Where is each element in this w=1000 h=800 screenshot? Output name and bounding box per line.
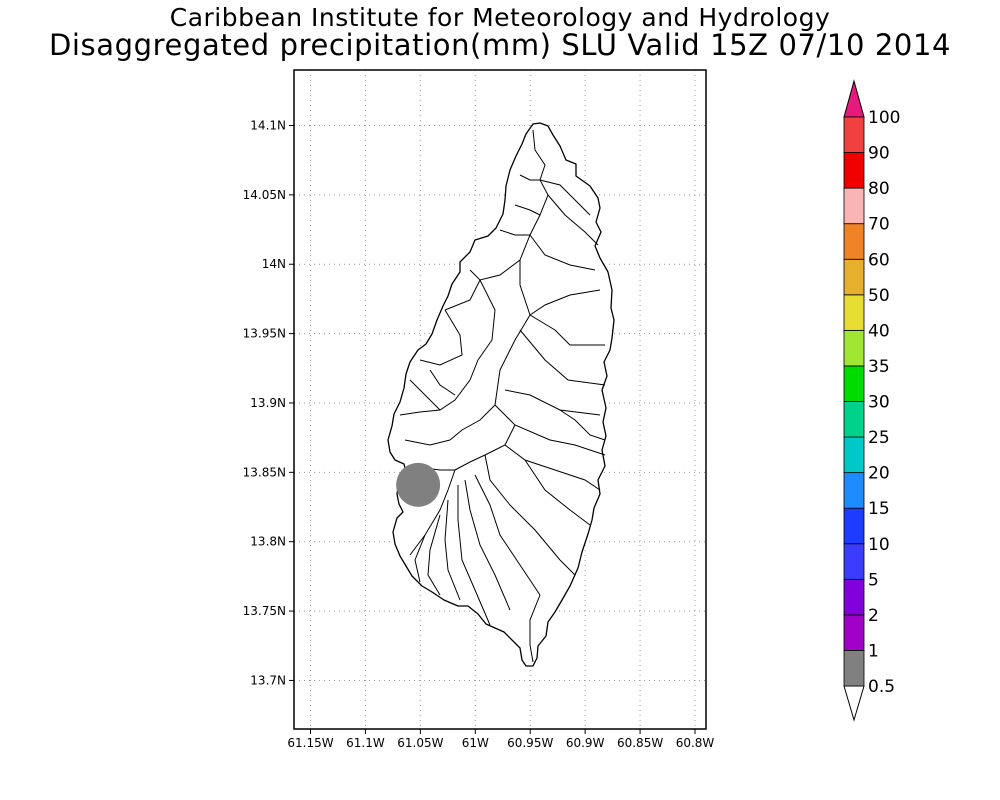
- map-title: Disaggregated precipitation(mm) SLU Vali…: [48, 28, 952, 62]
- x-tick-label: 61.15W: [287, 736, 333, 750]
- colorbar-label: 1: [868, 641, 879, 661]
- watershed-boundaries: [399, 129, 606, 663]
- x-tick-label: 61.1W: [346, 736, 385, 750]
- colorbar-swatch: [843, 436, 865, 474]
- plot-frame: [293, 69, 707, 730]
- y-tick-label: 13.9N: [250, 396, 286, 410]
- axis-ticks: 61.15W 61.1W 61.05W 61W 60.95W 60.9W 60.85W 60.…: [243, 118, 715, 750]
- colorbar-label: 60: [868, 250, 890, 270]
- x-tick-label: 60.8W: [676, 736, 715, 750]
- y-tick-label: 14.1N: [250, 118, 286, 132]
- colorbar-swatch: [843, 258, 865, 296]
- y-tick-label: 13.95N: [243, 327, 286, 341]
- island-outline: [387, 122, 615, 667]
- x-tick-label: 61.05W: [397, 736, 443, 750]
- colorbar-swatch: [843, 294, 865, 331]
- colorbar-label: 0.5: [868, 677, 895, 697]
- x-tick-label: 60.95W: [507, 736, 553, 750]
- saint-lucia-island: [387, 122, 615, 667]
- colorbar-swatch: [843, 507, 865, 545]
- colorbar-over-arrow: [843, 79, 865, 118]
- y-tick-label: 14N: [262, 257, 286, 271]
- colorbar-swatch: [843, 223, 865, 260]
- colorbar-label: 90: [868, 144, 890, 164]
- colorbar-label: 30: [868, 393, 890, 413]
- y-tick-label: 13.8N: [250, 535, 286, 549]
- colorbar-label: 10: [868, 535, 890, 555]
- colorbar-swatch: [843, 187, 865, 225]
- x-tick-label: 60.9W: [566, 736, 605, 750]
- colorbar-label: 35: [868, 357, 890, 377]
- colorbar-label: 15: [868, 499, 890, 519]
- colorbar-label: 25: [868, 428, 890, 448]
- colorbar-swatch: [843, 614, 865, 651]
- y-tick-label: 13.85N: [243, 465, 286, 479]
- colorbar-swatch: [843, 472, 865, 509]
- colorbar-swatch: [843, 365, 865, 402]
- colorbar-label: 100: [868, 108, 900, 128]
- colorbar-swatch: [843, 578, 865, 616]
- colorbar-swatch: [843, 116, 865, 153]
- colorbar-label: 40: [868, 321, 890, 341]
- colorbar-swatch: [843, 650, 865, 687]
- y-tick-label: 13.7N: [250, 673, 286, 687]
- colorbar-label: 2: [868, 606, 879, 626]
- colorbar-label: 70: [868, 215, 890, 235]
- colorbar-under-arrow: [843, 685, 865, 722]
- y-tick-label: 13.75N: [243, 604, 286, 618]
- colorbar-label: 50: [868, 286, 890, 306]
- colorbar-swatch: [843, 543, 865, 580]
- x-tick-label: 60.85W: [617, 736, 663, 750]
- x-tick-label: 61W: [462, 736, 489, 750]
- colorbar-swatch: [843, 329, 865, 367]
- colorbar-label: 80: [868, 179, 890, 199]
- colorbar-label: 5: [868, 570, 879, 590]
- institute-title: Caribbean Institute for Meteorology and …: [169, 3, 831, 32]
- colorbar-swatch: [843, 152, 865, 189]
- colorbar-label: 20: [868, 464, 890, 484]
- y-tick-label: 14.05N: [243, 188, 286, 202]
- colorbar-swatch: [843, 401, 865, 438]
- precip-patch-0.5-1mm: [396, 462, 441, 507]
